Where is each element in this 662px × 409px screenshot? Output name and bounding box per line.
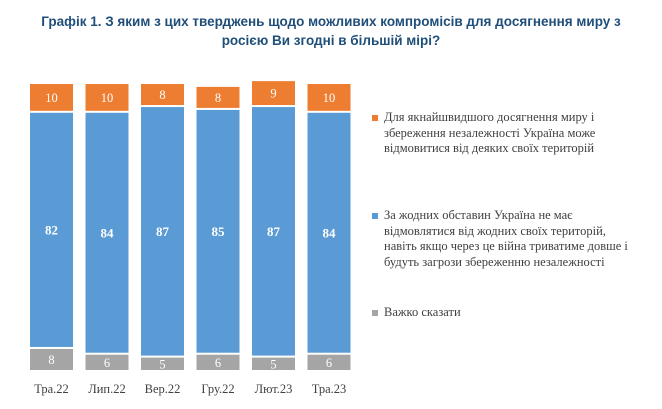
data-label-no-concessions: 85 [212,224,226,239]
bar-segment-concede [85,84,129,111]
legend-label-concede: Для якнайшвидшого досягнення миру і збер… [384,110,596,155]
bar-segment-no-concessions [30,112,73,347]
x-tick-label: Тра.22 [34,382,69,396]
bar-segment-no-concessions [85,112,129,353]
bar-segment-concede [196,86,240,108]
x-tick-label: Тра.23 [312,382,347,396]
data-label-hard-to-say: 8 [48,353,54,367]
data-label-no-concessions: 82 [45,222,58,237]
legend-item-concede: Для якнайшвидшого досягнення миру і збер… [372,110,634,157]
bar-segment-hard-to-say [307,354,351,370]
data-label-concede: 10 [323,91,336,105]
bar-segment-concede [30,84,73,111]
data-label-hard-to-say: 5 [159,357,165,371]
x-tick-label: Лют.23 [255,382,293,396]
data-label-hard-to-say: 6 [326,356,332,370]
bar-segment-hard-to-say [30,348,73,370]
data-label-hard-to-say: 6 [215,356,221,370]
bar-segment-no-concessions [141,107,184,356]
bar-segment-hard-to-say [141,357,184,370]
legend-swatch-hard-to-say [372,310,378,316]
legend-swatch-no-concessions [372,213,378,219]
legend-item-no-concessions: За жодних обставин Україна не має відмов… [372,208,634,270]
bar-segment-concede [307,84,351,111]
bar-segment-concede [141,84,184,106]
legend-swatch-concede [372,115,378,121]
data-label-concede: 10 [45,91,58,105]
chart-title: Графік 1. З яким з цих тверджень щодо мо… [41,14,621,48]
bar-segment-hard-to-say [252,357,295,370]
data-label-concede: 8 [159,88,165,102]
data-label-concede: 8 [215,91,221,105]
x-tick-label: Вер.22 [145,382,181,396]
legend-label-hard-to-say: Важко сказати [384,305,461,319]
data-label-hard-to-say: 6 [104,356,110,370]
legend-label-no-concessions: За жодних обставин Україна не має відмов… [384,208,628,269]
x-tick-label: Гру.22 [201,382,234,396]
bar-segment-no-concessions [307,112,351,353]
bar-segment-concede [252,81,295,106]
bar-segment-hard-to-say [196,354,240,370]
legend-item-hard-to-say: Важко сказати [372,305,634,321]
bar-segment-no-concessions [196,109,240,353]
x-tick-label: Лип.22 [88,382,125,396]
bar-segment-no-concessions [252,107,295,356]
data-label-no-concessions: 87 [156,224,170,239]
data-label-no-concessions: 87 [267,224,281,239]
data-label-hard-to-say: 5 [270,357,276,371]
data-label-concede: 9 [270,87,276,101]
data-label-no-concessions: 84 [101,225,115,240]
bar-segment-hard-to-say [85,354,129,370]
data-label-no-concessions: 84 [323,225,337,240]
data-label-concede: 10 [101,91,114,105]
